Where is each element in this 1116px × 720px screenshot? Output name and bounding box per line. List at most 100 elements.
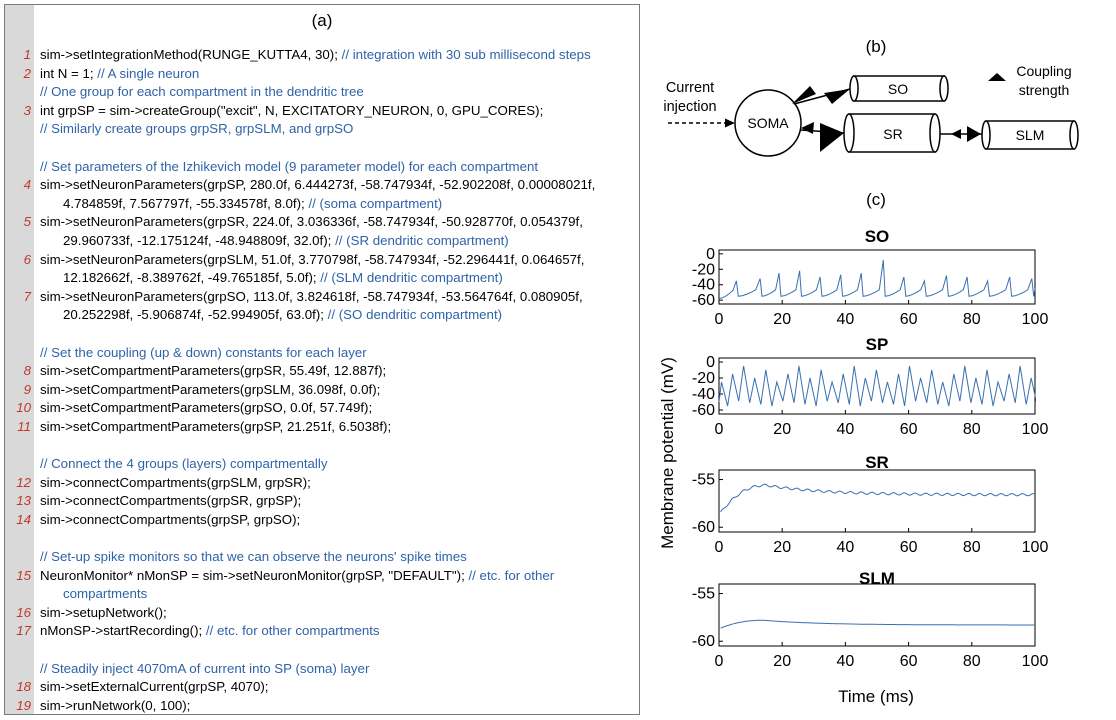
x-tick-label: 40 (837, 539, 855, 556)
membrane-trace-so (718, 259, 1036, 300)
x-tick-label: 0 (715, 653, 724, 670)
slm-compartment-right-cap (1069, 120, 1079, 150)
code-statement: sim->connectCompartments(grpSR, grpSP); (40, 493, 302, 509)
plot-frame (718, 583, 1036, 647)
line-number: 17 (16, 623, 31, 639)
panel-b-label: (b) (866, 37, 887, 56)
code-text: 4.784859f, 7.567797f, -55.334578f, 8.0f)… (63, 195, 442, 214)
code-line: // Steadily inject 4070mA of current int… (5, 660, 639, 679)
code-text: int grpSP = sim->createGroup("excit", N,… (40, 102, 543, 121)
code-line-14: 14 sim->connectCompartments(grpSP, grpSO)… (5, 511, 639, 530)
y-tick-label: -55 (692, 472, 715, 489)
code-statement: sim->runNetwork(0, 100); (40, 697, 191, 713)
code-text: sim->setNeuronParameters(grpSO, 113.0f, … (40, 288, 583, 307)
code-statement: sim->setNeuronParameters(grpSP, 280.0f, … (40, 177, 596, 193)
current-injection-label-2: injection (663, 99, 716, 115)
line-number: 12 (16, 474, 31, 490)
line-number: 19 (16, 697, 31, 713)
code-line-7: 7 sim->setNeuronParameters(grpSO, 113.0f,… (5, 288, 639, 307)
code-statement: NeuronMonitor* nMonSP = sim->setNeuronMo… (40, 567, 469, 583)
code-line: // Set the coupling (up & down) constant… (5, 344, 639, 363)
so-compartment-left-cap (849, 75, 859, 102)
membrane-trace-slm (720, 619, 1035, 629)
code-line-19: 19 sim->runNetwork(0, 100); (5, 697, 639, 716)
membrane-trace-sp (718, 365, 1036, 407)
code-line-18: 18 sim->setExternalCurrent(grpSP, 4070); (5, 678, 639, 697)
code-lines: 1 sim->setIntegrationMethod(RUNGE_KUTTA4,… (5, 46, 639, 715)
chart-title: SO (865, 227, 890, 246)
code-line-4: 4 sim->setNeuronParameters(grpSP, 280.0f,… (5, 176, 639, 195)
code-text: sim->setCompartmentParameters(grpSP, 21.… (40, 418, 391, 437)
code-line-15: 15 NeuronMonitor* nMonSP = sim->setNeuron… (5, 567, 639, 586)
code-text: // Steadily inject 4070mA of current int… (40, 660, 369, 679)
plot-frame (718, 357, 1036, 415)
code-comment: // etc. for other (468, 567, 555, 583)
code-line: 12.182662f, -8.389762f, -49.765185f, 5.0… (5, 269, 639, 288)
x-tick-label: 60 (900, 421, 918, 438)
current-injection-label-1: Current (666, 80, 714, 96)
coupling-strength-legend-icon (988, 73, 1006, 81)
code-statement: sim->setCompartmentParameters(grpSLM, 36… (40, 381, 381, 397)
code-statement: sim->setupNetwork(); (40, 604, 167, 620)
code-line: 4.784859f, 7.567797f, -55.334578f, 8.0f)… (5, 195, 639, 214)
code-comment: // integration with 30 sub millisecond s… (341, 47, 591, 62)
y-tick-label: -60 (692, 633, 715, 650)
coupling-strength-label-1: Coupling (1016, 63, 1071, 79)
code-line-10: 10 sim->setCompartmentParameters(grpSO, 0… (5, 399, 639, 418)
code-comment: // (SLM dendritic compartment) (320, 270, 503, 286)
code-line: // One group for each compartment in the… (5, 83, 639, 102)
slm-compartment (985, 120, 1075, 150)
code-line (5, 139, 639, 158)
y-tick-label: 0 (706, 354, 715, 371)
code-statement: 12.182662f, -8.389762f, -49.765185f, 5.0… (63, 270, 321, 286)
x-tick-label: 0 (715, 311, 724, 328)
x-tick-label: 80 (963, 539, 981, 556)
sr-compartment (848, 113, 936, 153)
code-comment: // Steadily inject 4070mA of current int… (40, 660, 370, 676)
x-tick-label: 100 (1022, 653, 1049, 670)
code-text: sim->setIntegrationMethod(RUNGE_KUTTA4, … (40, 46, 591, 65)
figure-svg: (b) Current injection SOMA SO SR SLM (658, 37, 1079, 706)
soma-label: SOMA (747, 115, 789, 131)
x-tick-label: 80 (963, 653, 981, 670)
code-line-11: 11 sim->setCompartmentParameters(grpSP, 2… (5, 418, 639, 437)
code-line: // Set-up spike monitors so that we can … (5, 548, 639, 567)
chart-title: SR (865, 453, 889, 472)
y-tick-label: -60 (692, 402, 715, 419)
line-number: 15 (16, 567, 31, 583)
line-number: 6 (23, 251, 31, 267)
code-line-16: 16 sim->setupNetwork(); (5, 604, 639, 623)
x-tick-label: 100 (1022, 311, 1049, 328)
coupling-soma-so-triangle-down (792, 86, 816, 104)
slm-label: SLM (1016, 127, 1045, 143)
code-line: compartments (5, 585, 639, 604)
code-comment: // (SO dendritic compartment) (327, 307, 503, 323)
code-comment: // A single neuron (97, 65, 200, 81)
x-tick-label: 20 (773, 421, 791, 438)
code-line (5, 529, 639, 548)
x-tick-label: 40 (837, 311, 855, 328)
code-line (5, 436, 639, 455)
panel-a-label: (a) (311, 11, 333, 30)
x-tick-label: 0 (715, 539, 724, 556)
chart-slm: SLM 0 20 40 60 80 100 -55 -60 (692, 569, 1049, 670)
line-number: 4 (23, 177, 31, 193)
code-text: sim->setCompartmentParameters(grpSO, 0.0… (40, 399, 372, 418)
code-text: sim->connectCompartments(grpSP, grpSO); (40, 511, 300, 530)
code-line: 29.960733f, -12.175124f, -48.948809f, 32… (5, 232, 639, 251)
code-line: // Connect the 4 groups (layers) compart… (5, 455, 639, 474)
code-line: 20.252298f, -5.906874f, -52.994905f, 63.… (5, 306, 639, 325)
code-text: // Connect the 4 groups (layers) compart… (40, 455, 328, 474)
code-text: // Set the coupling (up & down) constant… (40, 344, 367, 363)
x-tick-label: 60 (900, 311, 918, 328)
coupling-soma-sr-triangle-small (801, 122, 814, 134)
code-line-17: 17 nMonSP->startRecording(); // etc. for … (5, 622, 639, 641)
line-number: 8 (23, 363, 31, 379)
x-tick-label: 60 (900, 539, 918, 556)
y-tick-label: 0 (706, 246, 715, 263)
code-statement: sim->setCompartmentParameters(grpSO, 0.0… (40, 400, 373, 416)
coupling-soma-sr-triangle-large (820, 123, 844, 152)
